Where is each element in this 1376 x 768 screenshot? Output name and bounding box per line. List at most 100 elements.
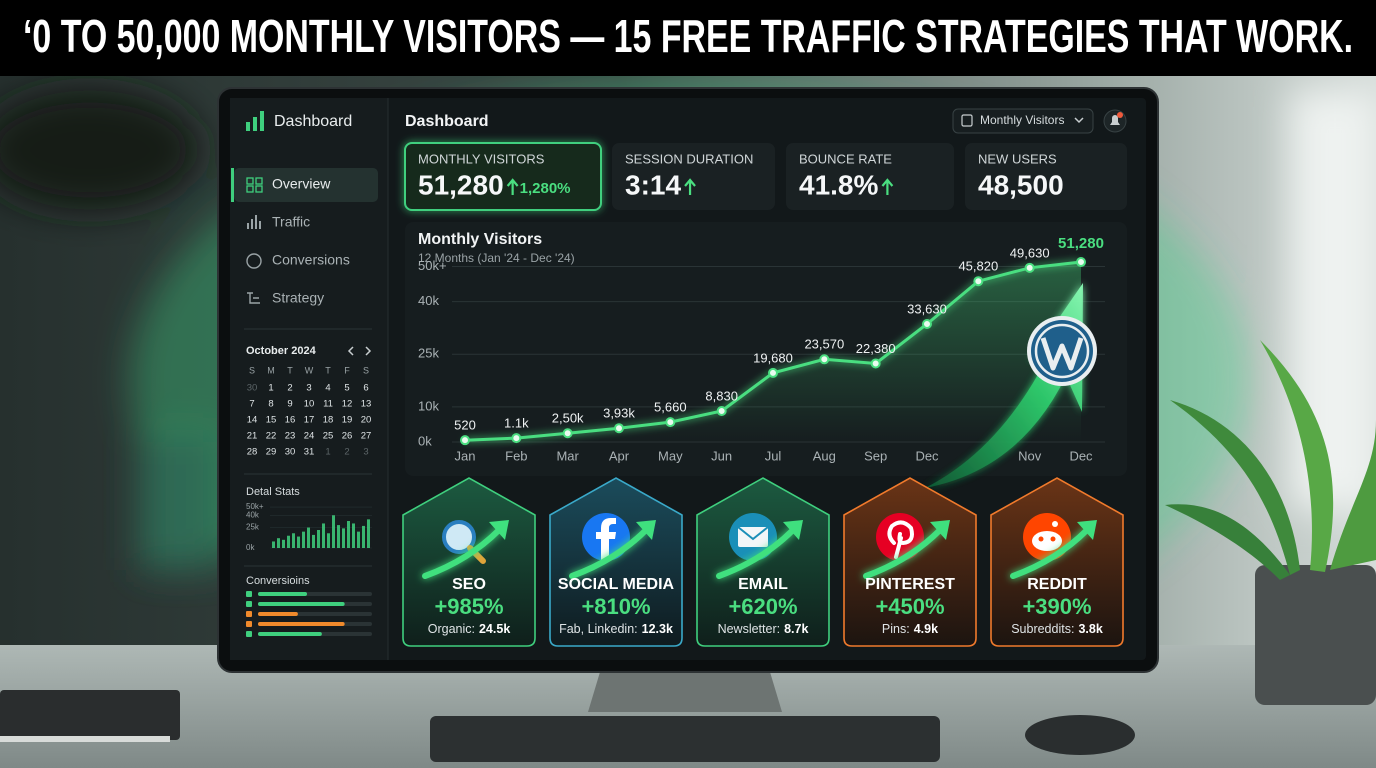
growth-arrow-icon [1010,527,1090,579]
mini-bar [312,534,315,548]
calendar-day[interactable]: 31 [304,447,315,458]
growth-arrow-head [783,520,803,540]
calendar-day[interactable]: 17 [304,415,315,426]
monitor-stand [588,672,782,712]
x-tick-label: Mar [556,448,579,463]
kpi-value: 48,500 [978,169,1064,200]
calendar-day[interactable]: 3 [306,383,311,394]
nav-icon [255,177,263,185]
nav-item[interactable]: Overview [231,168,378,202]
reddit-antenna [1052,521,1058,527]
strategy-change: +810% [581,594,650,619]
calendar-day[interactable]: 25 [323,431,334,442]
metric-label: Organic: [428,622,475,636]
mini-bar [317,530,320,548]
envelope-flap [737,526,769,541]
calendar-day[interactable]: 1 [268,383,273,394]
metric-value: 3.8k [1078,622,1102,636]
strategy-name: EMAIL [738,576,788,593]
calendar-day[interactable]: 5 [344,383,349,394]
nav-item[interactable]: Strategy [247,290,324,306]
calendar-day[interactable]: 1 [325,447,330,458]
x-tick-label: May [658,448,683,463]
kpi-card: MONTHLY VISITORS 51,280 1,280% [404,142,602,211]
kpi-label: BOUNCE RATE [799,151,892,166]
value-label: 33,630 [907,301,947,316]
calendar-day[interactable]: 12 [342,399,353,410]
calendar-day[interactable]: 14 [247,415,258,426]
headline: ‘0 TO 50,000 MONTHLY VISITORS — 15 FREE … [23,10,1353,62]
leaf [1260,340,1334,572]
calendar-day[interactable]: 3 [363,447,368,458]
nav-active-bg [234,168,378,202]
value-label: 45,820 [958,259,998,274]
notebook-pages [0,736,170,742]
mouse [1025,715,1135,755]
facebook-glyph [596,518,616,561]
calendar-day[interactable]: 23 [285,431,296,442]
calendar-day[interactable]: 21 [247,431,258,442]
nav-icon [247,223,249,229]
calendar-day[interactable]: 11 [323,399,333,410]
calendar-day[interactable]: 2 [344,447,349,458]
mini-tick-label: 0k [246,543,255,552]
nav-icon [255,215,257,229]
up-arrow [881,178,894,195]
metric-label: Subreddits: [1011,622,1074,636]
calendar-day[interactable]: 13 [361,399,372,410]
calendar-day[interactable]: 4 [325,383,330,394]
calendar-day[interactable]: 7 [249,399,254,410]
weekday: S [363,365,369,375]
strategy-card[interactable]: REDDIT+390% Subreddits: 3.8k [990,477,1124,647]
calendar-day[interactable]: 16 [285,415,296,426]
strategy-card[interactable]: SOCIAL MEDIA+810% Fab, Linkedin: 12.3k [549,477,683,647]
strategy-card[interactable]: SEO+985% Organic: 24.5k [402,477,536,647]
calendar-day[interactable]: 15 [266,415,277,426]
calendar-arrows[interactable] [347,346,372,356]
calendar-day[interactable]: 19 [342,415,353,426]
calendar-day[interactable]: 22 [266,431,277,442]
calendar-day[interactable]: 30 [285,447,296,458]
nav-item[interactable]: Traffic [247,214,310,230]
kpi-card-bg [965,143,1127,210]
calendar-day[interactable]: 30 [247,383,258,394]
calendar-day[interactable]: 18 [323,415,334,426]
mini-bar [322,523,325,548]
point [922,318,932,329]
calendar-day[interactable]: 28 [247,447,258,458]
calendar-day[interactable]: 10 [304,399,315,410]
strategy-name: PINTEREST [865,576,955,593]
leaf [1170,400,1300,575]
calendar-day[interactable]: 8 [268,399,273,410]
mini-tick-label: 40k [246,510,260,519]
nav-label: Overview [272,176,331,192]
mini-bar [337,525,340,548]
dropdown[interactable] [952,108,1094,134]
strategy-card[interactable]: EMAIL+620% Newsletter: 8.7k [696,477,830,647]
card-shape [843,477,977,647]
strategy-change: +390% [1022,594,1091,619]
x-tick-label: Nov [1018,448,1042,463]
calendar-day[interactable]: 6 [363,383,368,394]
mini-bar [297,536,300,548]
calendar-icon [961,114,973,127]
metric-value: 4.9k [914,622,938,636]
point [665,417,676,428]
value-label: 1.1k [504,416,529,431]
x-tick-label: Feb [505,448,527,463]
calendar-day[interactable]: 26 [342,431,353,442]
strategy-card[interactable]: PINTEREST+450% Pins: 4.9k [843,477,977,647]
mini-tick-label: 25k [246,523,260,532]
calendar-day[interactable]: 27 [361,431,372,442]
value-label: 23,570 [804,337,844,352]
calendar-day[interactable]: 20 [361,415,372,426]
calendar-day[interactable]: 24 [304,431,315,442]
calendar-day[interactable]: 29 [266,447,277,458]
calendar-day[interactable]: 2 [287,383,292,394]
kpi-card-bg [612,143,775,210]
nav-item[interactable]: Conversions [246,252,350,269]
calendar-day[interactable]: 9 [287,399,292,410]
mini-bar [282,539,285,548]
conversions-title: Conversioins [246,575,310,587]
x-tick-label: Dec [915,448,939,463]
